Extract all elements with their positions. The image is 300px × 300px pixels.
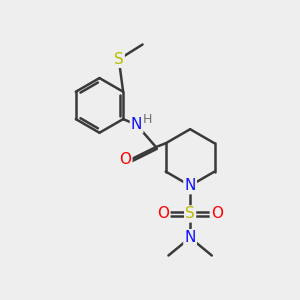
Text: H: H <box>142 113 152 126</box>
Text: N: N <box>184 178 196 193</box>
Text: N: N <box>131 117 142 132</box>
Text: N: N <box>184 230 196 245</box>
Text: O: O <box>119 152 131 167</box>
Text: S: S <box>114 52 124 67</box>
Text: O: O <box>158 206 169 221</box>
Text: S: S <box>185 206 195 221</box>
Text: O: O <box>211 206 223 221</box>
